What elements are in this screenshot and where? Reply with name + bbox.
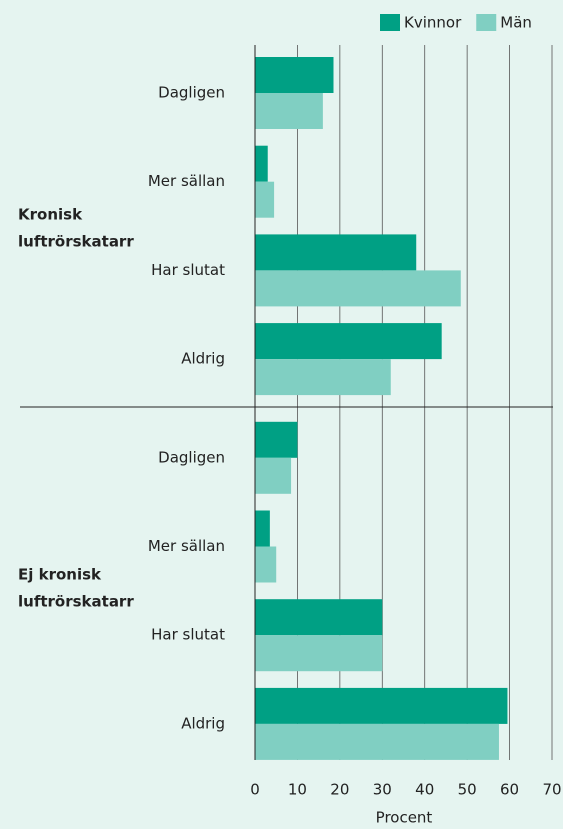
x-tick-label: 30 xyxy=(373,781,392,799)
x-tick-label: 0 xyxy=(250,781,260,799)
category-label: Mer sällan xyxy=(148,172,225,190)
group-label: Kronisk xyxy=(18,206,83,224)
category-label: Har slutat xyxy=(151,261,225,279)
category-label: Har slutat xyxy=(151,626,225,644)
bar xyxy=(255,457,292,494)
bar xyxy=(255,145,268,182)
legend-label: Kvinnor xyxy=(404,14,462,32)
bar xyxy=(255,599,383,636)
bar xyxy=(255,93,323,129)
x-axis-label: Procent xyxy=(376,809,433,827)
bar xyxy=(255,421,298,458)
bar xyxy=(255,234,417,271)
group-label: luftrörskatarr xyxy=(18,593,134,611)
x-tick-label: 40 xyxy=(415,781,434,799)
bar xyxy=(255,57,334,93)
x-tick-label: 20 xyxy=(330,781,349,799)
category-label: Dagligen xyxy=(158,84,225,102)
legend-swatch xyxy=(380,14,400,31)
bar xyxy=(255,359,391,396)
group-label: luftrörskatarr xyxy=(18,233,134,251)
bar xyxy=(255,510,270,547)
group-label: Ej kronisk xyxy=(18,566,102,584)
bar xyxy=(255,546,277,583)
category-label: Mer sällan xyxy=(148,537,225,555)
x-tick-label: 50 xyxy=(458,781,477,799)
bar xyxy=(255,181,275,218)
bar xyxy=(255,687,508,724)
x-tick-label: 60 xyxy=(500,781,519,799)
bar xyxy=(255,723,499,760)
x-tick-label: 70 xyxy=(542,781,561,799)
legend-label: Män xyxy=(500,14,532,32)
bar xyxy=(255,323,442,360)
legend-swatch xyxy=(476,14,497,31)
bar xyxy=(255,270,461,307)
bar xyxy=(255,635,383,672)
x-tick-label: 10 xyxy=(288,781,307,799)
category-label: Aldrig xyxy=(181,714,225,732)
category-label: Aldrig xyxy=(181,350,225,368)
category-label: Dagligen xyxy=(158,448,225,466)
